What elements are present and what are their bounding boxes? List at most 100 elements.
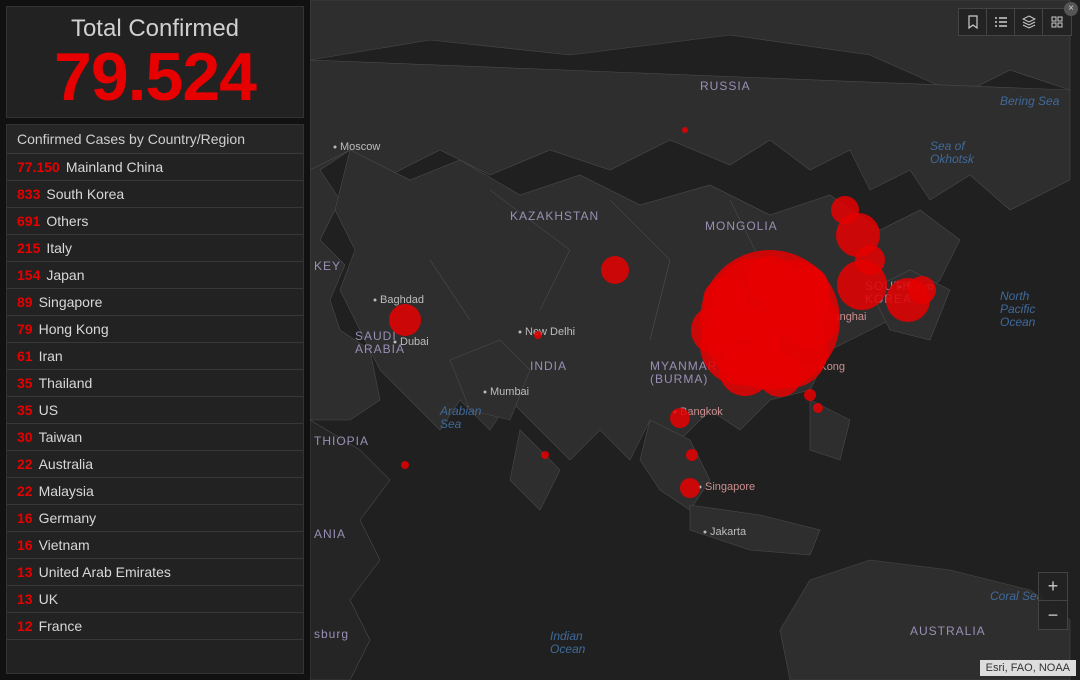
list-item[interactable]: 22Malaysia [7,478,303,505]
list-item-name: Thailand [39,375,93,391]
list-item-name: US [39,402,58,418]
svg-text:THIOPIA: THIOPIA [314,434,369,448]
case-bubble[interactable] [389,304,421,336]
layers-button[interactable] [1015,9,1043,35]
case-bubble[interactable] [541,451,549,459]
list-item-count: 13 [17,591,33,607]
list-item-count: 22 [17,456,33,472]
bookmark-icon [967,15,979,29]
case-bubble[interactable] [601,256,629,284]
svg-text:ANIA: ANIA [314,527,346,541]
list-item-name: Italy [46,240,72,256]
case-bubble[interactable] [831,196,859,224]
list-item[interactable]: 16 Vietnam [7,532,303,559]
grid-icon [1051,16,1063,28]
list-item[interactable]: 30 Taiwan [7,424,303,451]
case-bubble[interactable] [682,127,688,133]
list-item[interactable]: 13United Arab Emirates [7,559,303,586]
ocean-label: Okhotsk [930,152,975,166]
list-item-count: 35 [17,402,33,418]
svg-text:Sea of: Sea of [930,139,966,153]
list-item-name: South Korea [46,186,124,202]
list-item-name: Taiwan [39,429,83,445]
case-bubble[interactable] [813,403,823,413]
city-label: Singapore [705,481,755,493]
list-item[interactable]: 833 South Korea [7,181,303,208]
list-item-count: 154 [17,267,40,283]
case-bubble[interactable] [670,408,690,428]
city-label: Jakarta [710,526,747,538]
list-item-count: 12 [17,618,33,634]
list-item-count: 691 [17,213,40,229]
case-bubble[interactable] [680,478,700,498]
list-item-count: 16 [17,537,33,553]
list-item-name: Vietnam [39,537,90,553]
list-item[interactable]: 35 Thailand [7,370,303,397]
country-label: ARABIA [355,342,405,356]
list-item[interactable]: 691Others [7,208,303,235]
map-toolbar [958,8,1072,36]
list-item-name: Hong Kong [39,321,109,337]
svg-text:Indian: Indian [550,629,583,643]
list-item[interactable]: 89 Singapore [7,289,303,316]
legend-button[interactable] [987,9,1015,35]
zoom-in-button[interactable]: + [1039,573,1067,601]
world-map[interactable]: RUSSIAKAZAKHSTANMONGOLIACHINAINDIASAUDIA… [310,0,1080,680]
case-bubble[interactable] [746,256,794,304]
country-label: INDIA [530,359,567,373]
case-bubble[interactable] [792,267,828,303]
list-item-name: UK [39,591,58,607]
ocean-label: Ocean [550,642,586,656]
list-item-name: Malaysia [39,483,94,499]
list-item[interactable]: 35 US [7,397,303,424]
dashboard-root: Total Confirmed 79.524 Confirmed Cases b… [0,0,1080,680]
case-bubble[interactable] [401,461,409,469]
list-item[interactable]: 61Iran [7,343,303,370]
close-icon[interactable]: × [1064,2,1078,16]
layers-icon [1022,15,1036,29]
list-item-name: Japan [46,267,84,283]
list-item-count: 215 [17,240,40,256]
svg-text:North: North [1000,289,1030,303]
list-item[interactable]: 13 UK [7,586,303,613]
list-item[interactable]: 215 Italy [7,235,303,262]
list-item-name: Australia [39,456,93,472]
list-item[interactable]: 22 Australia [7,451,303,478]
list-item-count: 833 [17,186,40,202]
list-item[interactable]: 77.150Mainland China [7,154,303,181]
case-bubble[interactable] [686,449,698,461]
left-column: Total Confirmed 79.524 Confirmed Cases b… [0,0,310,680]
case-bubble[interactable] [534,331,542,339]
list-item-name: Singapore [39,294,103,310]
total-confirmed-card: Total Confirmed 79.524 [6,6,304,118]
country-label: AUSTRALIA [910,624,986,638]
list-item-name: United Arab Emirates [39,564,171,580]
list-item-count: 30 [17,429,33,445]
svg-text:sburg: sburg [314,627,349,641]
list-item[interactable]: 16Germany [7,505,303,532]
case-bubble[interactable] [804,389,816,401]
ocean-label: Coral Sea [990,589,1044,603]
list-item[interactable]: 79Hong Kong [7,316,303,343]
case-bubble[interactable] [758,353,802,397]
map-panel[interactable]: RUSSIAKAZAKHSTANMONGOLIACHINAINDIASAUDIA… [310,0,1080,680]
list-item-name: Iran [39,348,63,364]
city-label: Moscow [340,141,380,153]
country-list-scroll[interactable]: 77.150Mainland China 833 South Korea 691Oth… [7,154,303,673]
zoom-controls: + − [1038,572,1068,630]
bookmark-button[interactable] [959,9,987,35]
list-item[interactable]: 12France [7,613,303,640]
case-bubble[interactable] [691,306,739,354]
svg-text:Arabian: Arabian [439,404,482,418]
list-item-count: 35 [17,375,33,391]
ocean-label: Sea [440,417,462,431]
list-item-count: 89 [17,294,33,310]
list-item-name: Mainland China [66,159,163,175]
list-item[interactable]: 154 Japan [7,262,303,289]
svg-text:KEY: KEY [314,259,341,273]
city-label: Baghdad [380,294,424,306]
case-bubble[interactable] [908,276,936,304]
zoom-out-button[interactable]: − [1039,601,1067,629]
list-item-name: Germany [39,510,97,526]
country-list-card: Confirmed Cases by Country/Region 77.150… [6,124,304,674]
